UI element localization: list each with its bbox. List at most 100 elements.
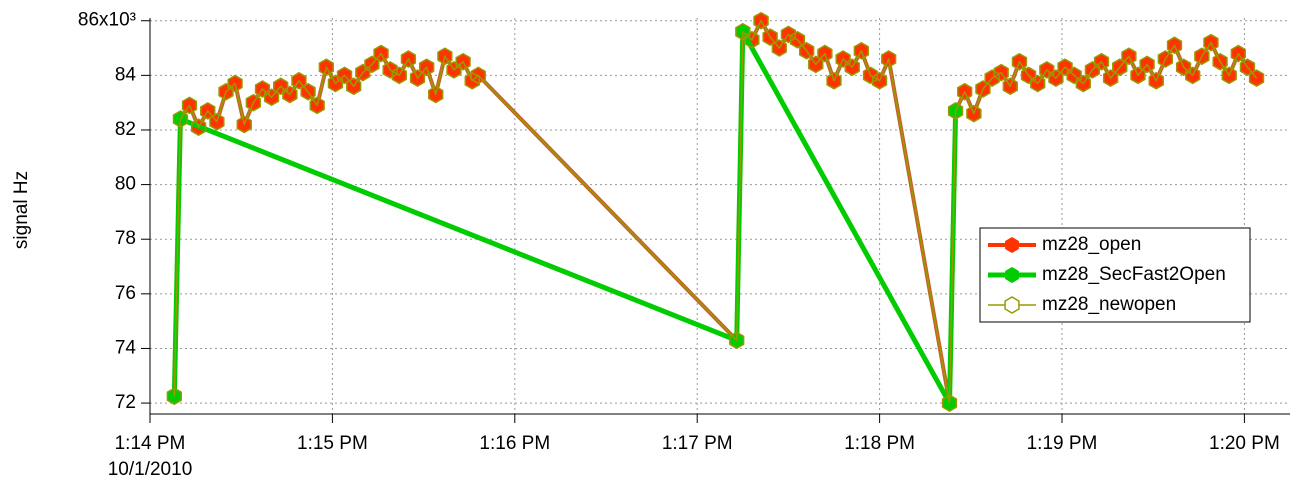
marker [771, 39, 787, 57]
marker [209, 112, 225, 131]
marker [1248, 69, 1265, 87]
marker [455, 52, 471, 71]
marker [1175, 58, 1192, 77]
x-tick-label: 1:14 PM [115, 433, 186, 454]
legend-label: mz28_SecFast2Open [1042, 264, 1226, 285]
marker [826, 71, 842, 90]
marker [1239, 58, 1256, 77]
marker [1084, 61, 1101, 79]
marker [871, 71, 888, 90]
marker [957, 82, 973, 101]
marker [1030, 74, 1046, 93]
marker [1230, 44, 1246, 63]
marker [245, 93, 262, 112]
marker [729, 331, 745, 350]
marker [373, 44, 389, 63]
marker [200, 102, 216, 120]
y-tick-label: 78 [115, 228, 136, 249]
x-tick-label: 1:15 PM [297, 433, 368, 454]
marker [1185, 66, 1201, 85]
marker [789, 30, 806, 49]
marker [1203, 33, 1219, 52]
marker [418, 58, 435, 77]
marker [1002, 77, 1018, 96]
marker [336, 66, 353, 85]
x-date-label: 10/1/2010 [108, 459, 193, 480]
marker [464, 71, 480, 90]
x-tick-label: 1:16 PM [479, 433, 550, 454]
marker [273, 77, 289, 96]
marker [1221, 66, 1237, 85]
marker [355, 63, 371, 82]
marker [470, 66, 486, 85]
legend-label: mz28_newopen [1042, 294, 1176, 315]
marker [881, 50, 897, 68]
legend-label: mz28_open [1042, 234, 1141, 255]
marker [166, 387, 182, 406]
legend-marker [1005, 267, 1019, 283]
marker [984, 69, 1000, 87]
marker [291, 71, 307, 90]
y-tick-label: 84 [115, 64, 137, 85]
marker [382, 61, 398, 79]
marker [1066, 66, 1082, 85]
marker [817, 44, 833, 63]
marker [1148, 71, 1164, 90]
marker [844, 58, 860, 77]
marker [400, 50, 417, 68]
marker [1157, 50, 1174, 68]
marker [1020, 66, 1037, 85]
y-tick-label: 82 [115, 119, 136, 140]
marker [947, 102, 964, 120]
marker [346, 77, 362, 96]
marker [744, 30, 760, 49]
y-tick-label: 76 [115, 283, 136, 304]
marker [1212, 52, 1228, 71]
y-tick-label: 80 [115, 174, 136, 195]
y-axis-title: signal Hz [11, 171, 32, 249]
marker [318, 58, 334, 77]
x-tick-label: 1:17 PM [662, 433, 733, 454]
legend-marker [1004, 296, 1020, 314]
x-tick-label: 1:20 PM [1209, 433, 1280, 454]
marker [1121, 47, 1137, 66]
marker [1011, 52, 1028, 71]
marker [282, 85, 298, 104]
marker [853, 41, 870, 60]
marker [753, 11, 769, 30]
marker [941, 394, 958, 412]
marker [1039, 61, 1055, 79]
legend-marker [1005, 237, 1019, 253]
marker [446, 61, 462, 79]
marker [798, 41, 815, 60]
marker [762, 28, 778, 46]
marker [428, 85, 444, 104]
marker [835, 50, 851, 68]
marker [172, 110, 189, 128]
marker [190, 118, 207, 137]
x-tick-label: 1:19 PM [1027, 433, 1098, 454]
marker [236, 115, 252, 134]
y-tick-label: 72 [115, 392, 136, 413]
marker [993, 63, 1009, 82]
marker [862, 66, 879, 85]
marker [1166, 36, 1183, 55]
marker [181, 96, 198, 115]
marker [1139, 55, 1155, 74]
marker [1075, 74, 1091, 93]
marker [227, 74, 243, 93]
marker [966, 104, 982, 123]
marker [735, 22, 751, 41]
marker [300, 82, 316, 101]
marker [1093, 52, 1110, 71]
x-tick-label: 1:18 PM [844, 433, 915, 454]
marker [780, 25, 797, 44]
marker [254, 80, 271, 98]
marker [218, 82, 234, 101]
marker [309, 96, 325, 115]
y-tick-label: 74 [115, 337, 137, 358]
y-tick-label: 86x10³ [78, 10, 136, 31]
marker [1057, 58, 1073, 77]
marker [437, 47, 453, 66]
